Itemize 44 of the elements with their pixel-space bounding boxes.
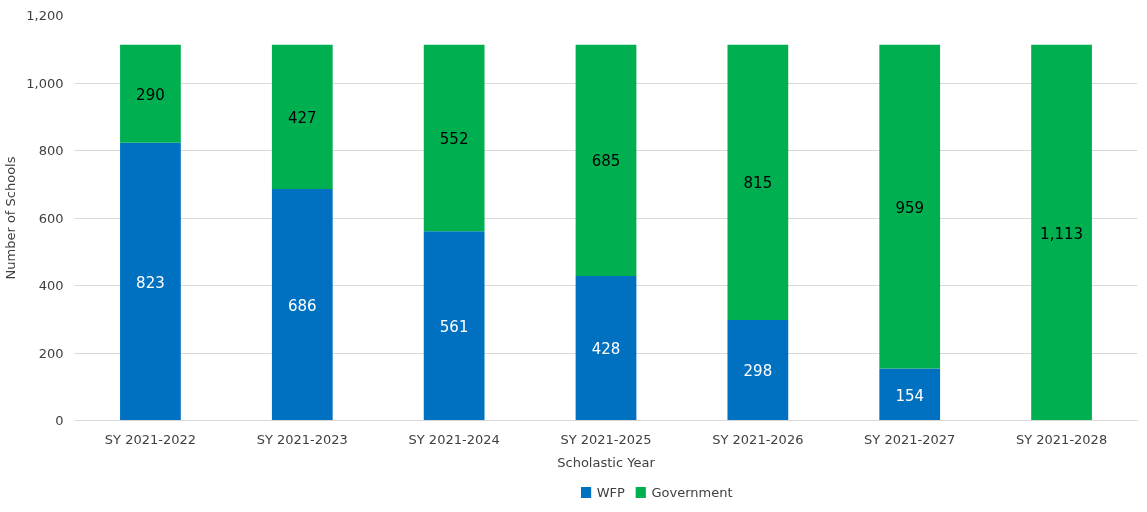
bar bbox=[271, 44, 333, 189]
bar bbox=[727, 44, 789, 320]
x-tick-label: SY 2021-2026 bbox=[712, 431, 804, 447]
bar bbox=[423, 44, 485, 232]
x-tick-label: SY 2021-2025 bbox=[560, 431, 652, 447]
data-label: 685 bbox=[591, 152, 621, 171]
data-label: 561 bbox=[439, 317, 469, 336]
y-tick-label: 1,000 bbox=[26, 75, 64, 91]
x-tick-label: SY 2021-2027 bbox=[864, 431, 956, 447]
x-tick-label: SY 2021-2028 bbox=[1015, 431, 1108, 447]
legend-label: Government bbox=[651, 485, 733, 500]
data-label: 686 bbox=[287, 296, 317, 315]
bar bbox=[120, 44, 181, 143]
bar bbox=[1031, 44, 1092, 421]
data-label: 552 bbox=[439, 130, 469, 149]
bar bbox=[575, 276, 637, 421]
data-label: 427 bbox=[287, 108, 317, 127]
y-tick-label: 0 bbox=[55, 413, 64, 428]
bar bbox=[271, 188, 333, 421]
bar bbox=[575, 44, 637, 277]
x-tick-label: SY 2021-2023 bbox=[256, 431, 348, 447]
y-tick-label: 400 bbox=[38, 278, 64, 293]
x-tick-label: SY 2021-2022 bbox=[104, 431, 197, 447]
data-label: 823 bbox=[136, 273, 165, 292]
x-tick-label: SY 2021-2024 bbox=[408, 431, 500, 447]
data-label: 290 bbox=[136, 85, 165, 104]
data-label: 298 bbox=[743, 362, 773, 381]
data-label: 428 bbox=[591, 340, 621, 359]
y-tick-label: 600 bbox=[38, 210, 64, 226]
y-axis-title: Number of Schools bbox=[3, 156, 19, 280]
y-tick-label: 200 bbox=[38, 345, 64, 361]
bar bbox=[423, 231, 485, 421]
data-label: 959 bbox=[895, 198, 925, 217]
bar bbox=[879, 44, 941, 369]
bar bbox=[120, 142, 181, 421]
y-tick-label: 1,200 bbox=[26, 8, 64, 23]
x-axis-title: Scholastic Year bbox=[557, 454, 656, 470]
data-label: 154 bbox=[895, 386, 925, 405]
data-label: 815 bbox=[743, 174, 773, 193]
legend-label: WFP bbox=[596, 485, 626, 500]
bar bbox=[727, 319, 789, 421]
y-tick-label: 800 bbox=[38, 143, 64, 158]
bar bbox=[879, 368, 941, 421]
data-label: 1,113 bbox=[1040, 224, 1084, 243]
